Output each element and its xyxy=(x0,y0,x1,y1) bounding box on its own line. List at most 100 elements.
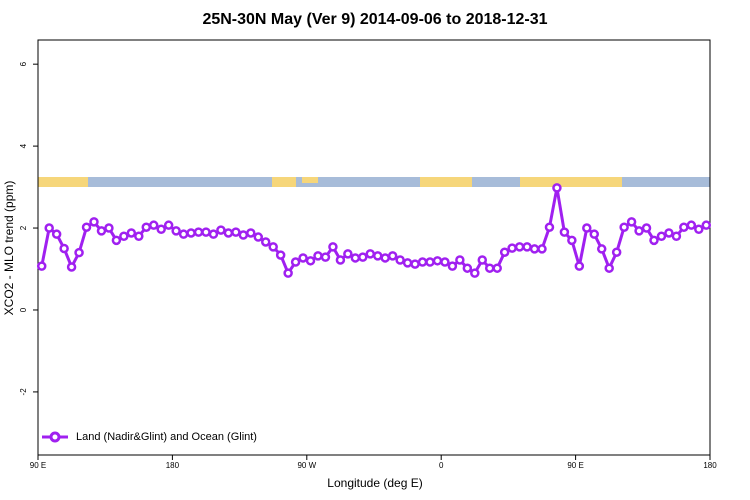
data-point xyxy=(694,224,704,235)
x-tick-label: 90 W xyxy=(297,461,316,470)
land-ocean-strip xyxy=(38,177,710,187)
data-point xyxy=(567,235,577,246)
data-line xyxy=(40,187,707,277)
data-point xyxy=(358,252,368,262)
data-point xyxy=(514,242,525,252)
data-point xyxy=(283,268,293,278)
data-point xyxy=(81,222,92,232)
data-point xyxy=(89,217,99,227)
data-point xyxy=(350,253,361,263)
data-point xyxy=(671,231,682,241)
data-point xyxy=(246,228,256,238)
data-point xyxy=(231,227,241,237)
x-axis-label: Longitude (deg E) xyxy=(327,476,422,490)
data-point xyxy=(59,243,69,254)
data-point xyxy=(544,222,555,232)
data-point xyxy=(492,263,502,273)
data-point xyxy=(410,259,420,269)
y-tick-label: 4 xyxy=(19,143,28,148)
data-point xyxy=(111,235,122,246)
x-tick-label: 180 xyxy=(166,461,180,470)
data-point xyxy=(178,229,189,239)
x-tick-label: 90 E xyxy=(30,461,46,470)
data-point xyxy=(425,257,435,267)
data-point xyxy=(238,230,249,240)
data-point xyxy=(596,244,607,254)
data-point xyxy=(559,227,570,237)
data-point xyxy=(156,224,166,235)
data-point xyxy=(634,226,644,236)
legend-label: Land (Nadir&Glint) and Ocean (Glint) xyxy=(76,431,257,443)
data-point xyxy=(328,242,338,252)
data-point xyxy=(163,220,174,230)
data-point xyxy=(320,252,331,262)
x-tick-label: 90 E xyxy=(567,461,583,470)
data-point xyxy=(679,222,689,232)
data-point xyxy=(275,250,286,260)
data-point xyxy=(656,231,667,241)
data-point xyxy=(148,220,159,230)
data-point xyxy=(335,255,346,265)
y-axis-label: XCO2 - MLO trend (ppm) xyxy=(2,181,16,316)
data-point xyxy=(455,255,465,265)
data-point xyxy=(74,247,84,258)
plot-frame xyxy=(37,39,711,456)
data-point xyxy=(193,227,204,237)
data-point xyxy=(686,220,697,230)
data-point xyxy=(260,237,271,247)
data-point xyxy=(664,228,674,238)
y-tick-label: -2 xyxy=(19,388,28,396)
data-point xyxy=(365,249,376,259)
data-point xyxy=(216,225,226,235)
data-point xyxy=(552,183,562,193)
x-tick-label: 180 xyxy=(703,461,717,470)
data-point xyxy=(589,229,600,239)
data-point xyxy=(537,244,547,254)
data-point xyxy=(477,255,488,265)
data-point xyxy=(201,227,211,237)
data-point xyxy=(126,228,137,238)
data-point xyxy=(134,231,144,241)
data-point xyxy=(626,217,637,227)
data-point xyxy=(51,229,62,239)
data-point xyxy=(522,242,532,252)
data-point xyxy=(372,251,383,261)
data-point xyxy=(305,256,316,266)
data-point xyxy=(462,263,473,273)
data-point xyxy=(44,223,54,233)
y-tick-label: 0 xyxy=(19,307,28,312)
data-point xyxy=(186,228,196,238)
data-point xyxy=(141,222,152,232)
data-point xyxy=(36,261,47,271)
data-point xyxy=(484,263,495,273)
data-point xyxy=(395,255,405,265)
data-point xyxy=(701,220,712,230)
data-point xyxy=(499,247,510,257)
data-point xyxy=(208,229,219,239)
data-point xyxy=(104,223,114,233)
data-point xyxy=(440,257,450,267)
data-point xyxy=(96,226,107,236)
data-point xyxy=(574,261,585,271)
data-point xyxy=(507,243,517,253)
data-point xyxy=(447,261,458,271)
data-point xyxy=(223,228,234,238)
chart-title: 25N-30N May (Ver 9) 2014-09-06 to 2018-1… xyxy=(202,11,547,28)
data-point xyxy=(417,257,428,267)
data-point xyxy=(604,263,614,273)
y-tick-label: 2 xyxy=(19,225,28,230)
data-point xyxy=(290,257,301,267)
data-point xyxy=(387,251,398,261)
legend: Land (Nadir&Glint) and Ocean (Glint) xyxy=(42,431,257,443)
data-point xyxy=(298,253,308,263)
data-point xyxy=(619,222,629,232)
data-point xyxy=(649,235,659,246)
data-point xyxy=(402,258,413,268)
x-tick-label: 0 xyxy=(439,461,444,470)
data-point xyxy=(432,256,443,266)
data-point xyxy=(253,232,264,242)
data-point xyxy=(470,268,480,278)
data-point xyxy=(582,223,592,233)
